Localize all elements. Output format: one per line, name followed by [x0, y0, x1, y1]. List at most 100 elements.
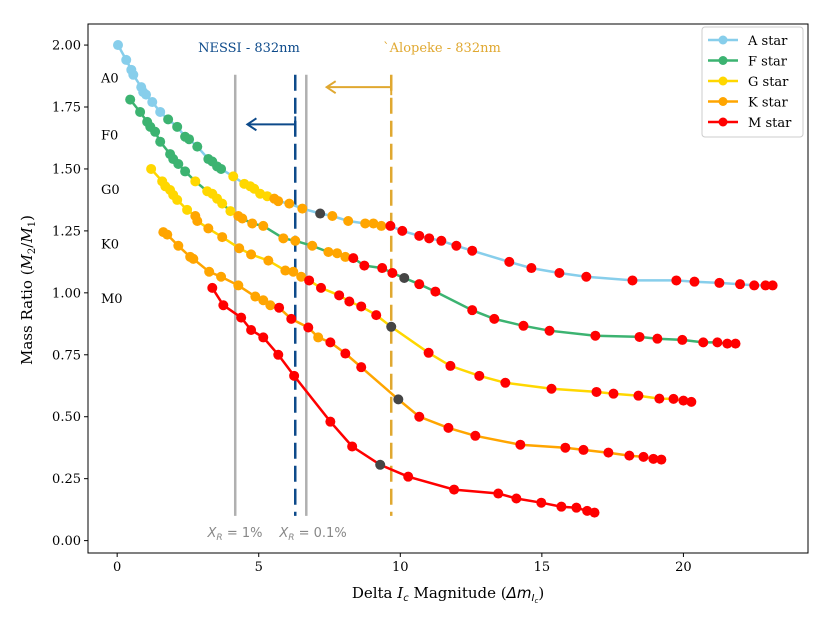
data-point: [722, 338, 733, 349]
data-point: [399, 272, 410, 283]
data-point: [203, 223, 214, 234]
data-point: [121, 54, 132, 65]
y-axis-label: Mass Ratio (M2/M1): [18, 215, 38, 365]
data-point: [147, 97, 158, 108]
legend-label: A star: [747, 34, 788, 49]
data-point: [307, 240, 318, 251]
data-point: [518, 320, 529, 331]
data-point: [654, 393, 665, 404]
data-point: [172, 121, 183, 132]
data-point: [730, 338, 741, 349]
nessi-label: NESSI - 832nm: [198, 41, 300, 56]
data-point: [180, 166, 191, 177]
data-point: [356, 301, 367, 312]
data-point: [334, 290, 345, 301]
data-point: [263, 255, 274, 266]
data-point: [233, 280, 244, 291]
data-point: [470, 430, 481, 441]
data-point: [192, 215, 203, 226]
data-point: [500, 377, 511, 388]
data-point: [668, 393, 679, 404]
y-tick-label: 0.50: [52, 410, 81, 425]
data-point: [671, 275, 682, 286]
y-tick-label: 1.00: [52, 286, 81, 301]
data-point: [414, 279, 425, 290]
data-point: [172, 194, 183, 205]
data-point: [603, 447, 614, 458]
x-axis-label: Delta Ic Magnitude (ΔmIc): [352, 584, 544, 605]
data-point: [590, 330, 601, 341]
legend: A star F star G star K star M star: [701, 26, 804, 138]
data-point: [526, 263, 537, 274]
data-point: [347, 441, 358, 452]
data-point: [113, 40, 124, 51]
data-point: [258, 332, 269, 343]
arrow-left-icon: [324, 80, 337, 95]
data-point: [290, 235, 301, 246]
legend-marker: [718, 56, 728, 65]
data-point: [297, 203, 308, 214]
data-point: [714, 277, 725, 288]
data-point: [698, 337, 709, 348]
reference-lines: [233, 74, 393, 516]
data-point: [284, 198, 295, 209]
y-tick-label: 0.00: [52, 534, 81, 549]
x-tick-label: 0: [113, 560, 121, 575]
data-point: [377, 263, 388, 274]
data-point: [591, 386, 602, 397]
legend-marker: [718, 97, 728, 106]
legend-box: [701, 26, 804, 138]
data-point: [236, 312, 247, 323]
data-point: [332, 248, 343, 259]
data-point: [451, 240, 462, 251]
data-point: [316, 282, 327, 293]
data-point: [258, 295, 269, 306]
data-point: [184, 134, 195, 145]
data-point: [403, 471, 414, 482]
data-point: [340, 251, 351, 262]
data-point: [303, 322, 314, 333]
data-point: [246, 325, 257, 336]
y-tick-label: 2.00: [52, 39, 81, 54]
data-point: [504, 256, 515, 267]
data-point: [371, 310, 382, 321]
data-point: [414, 230, 425, 241]
legend-marker: [718, 35, 728, 45]
data-point: [397, 225, 408, 236]
data-point: [424, 233, 435, 244]
primary-type-label: A0: [100, 71, 119, 86]
data-point: [250, 291, 261, 302]
data-point: [340, 348, 351, 359]
data-point: [375, 459, 386, 470]
data-point: [386, 321, 397, 332]
data-point: [546, 383, 557, 394]
data-point: [634, 331, 645, 342]
data-point: [150, 126, 161, 137]
annotations: NESSI - 832nm `Alopeke - 832nm XR = 1% X…: [198, 41, 501, 543]
data-point: [135, 106, 146, 117]
data-point: [735, 279, 746, 290]
series-line-M0: [211, 287, 595, 514]
data-point: [356, 362, 367, 373]
alopeke-label: `Alopeke - 832nm: [383, 41, 501, 56]
data-point: [493, 488, 504, 499]
data-point: [218, 300, 229, 311]
data-point: [423, 347, 434, 358]
data-point: [638, 451, 649, 462]
data-point: [436, 235, 447, 246]
data-point: [286, 313, 297, 324]
data-point: [325, 416, 336, 427]
data-point: [141, 89, 152, 100]
legend-label: K star: [748, 96, 788, 111]
data-point: [288, 266, 299, 277]
data-point: [581, 271, 592, 282]
data-point: [652, 333, 663, 344]
data-point: [216, 163, 227, 174]
data-point: [128, 69, 139, 80]
data-point: [265, 300, 276, 311]
legend-label: F star: [748, 55, 788, 70]
data-point: [325, 337, 336, 348]
x-tick-label: 10: [392, 560, 409, 575]
data-point: [515, 439, 526, 450]
